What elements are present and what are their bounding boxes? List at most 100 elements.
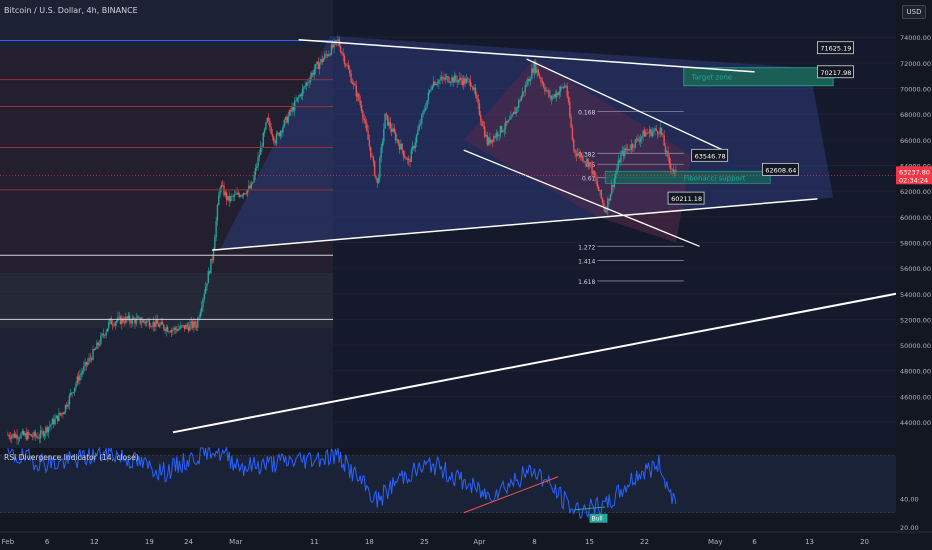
candle-body: [626, 148, 629, 151]
candle-body: [552, 96, 554, 99]
candle-body: [618, 160, 621, 163]
candle-body: [191, 321, 194, 328]
candle-body: [278, 132, 280, 137]
support-band: [0, 273, 333, 328]
candle-body: [211, 258, 213, 261]
candle-body: [600, 190, 602, 199]
price-tick-label: 60000.00: [900, 214, 931, 222]
candle-body: [98, 344, 101, 346]
candle-body: [60, 413, 63, 415]
candle-body: [456, 79, 458, 83]
candle-body: [445, 76, 448, 78]
price-tick-label: 70000.00: [900, 86, 931, 94]
candle-body: [64, 404, 67, 413]
candle-body: [322, 58, 325, 62]
candle-body: [523, 91, 525, 93]
candle-body: [542, 82, 545, 88]
candle-body: [379, 157, 381, 178]
candle-body: [287, 115, 289, 123]
candle-body: [166, 327, 169, 332]
candle-body: [316, 61, 318, 64]
time-tick-label: 22: [640, 538, 649, 546]
candle-body: [372, 156, 375, 162]
candle-body: [119, 316, 122, 324]
candle-body: [503, 128, 506, 132]
fib-level-label: 0.61: [582, 176, 596, 183]
candle-body: [558, 91, 561, 95]
candle-body: [155, 319, 157, 327]
candle-body: [46, 427, 48, 433]
candle-body: [537, 69, 540, 76]
candle-body: [483, 126, 486, 137]
candle-body: [291, 106, 293, 112]
candle-body: [579, 152, 582, 158]
time-tick-label: 15: [585, 538, 594, 546]
candle-body: [261, 146, 263, 148]
currency-button[interactable]: USD: [902, 5, 926, 19]
candle-body: [368, 139, 371, 147]
candle-body: [123, 321, 126, 323]
candle-body: [663, 135, 665, 146]
candle-body: [385, 113, 388, 116]
price-tick-label: 52000.00: [900, 316, 931, 324]
candle-body: [35, 436, 38, 437]
candle-body: [376, 178, 378, 183]
candle-body: [439, 79, 441, 81]
candle-body: [71, 392, 73, 394]
price-callout-box: [817, 41, 854, 55]
candle-body: [286, 116, 288, 123]
candle-body: [356, 93, 359, 97]
candle-body: [506, 121, 508, 123]
rsi-tick-label: 40.00: [900, 495, 919, 503]
candle-body: [189, 324, 191, 331]
candle-body: [45, 427, 47, 434]
candle-body: [156, 319, 158, 324]
candle-body: [490, 139, 492, 144]
candle-body: [604, 208, 606, 213]
candle-body: [532, 68, 534, 73]
candle-body: [520, 96, 523, 101]
candle-body: [408, 158, 410, 161]
candle-body: [111, 324, 114, 325]
candle-body: [578, 152, 580, 154]
candle-body: [349, 69, 351, 74]
candle-body: [11, 435, 13, 439]
candle-body: [595, 177, 597, 181]
candle-body: [58, 412, 60, 421]
candle-body: [427, 92, 430, 101]
candle-body: [392, 128, 394, 132]
candle-body: [246, 189, 249, 194]
candle-body: [480, 115, 482, 121]
annotation-labels: 71625.19 70217.98 63546.78 62608.64 60211.18: [667, 41, 854, 205]
candle-body: [354, 83, 356, 86]
candle-body: [307, 82, 309, 84]
candle-body: [67, 404, 69, 407]
rsi-bull-label: Bull: [591, 516, 603, 523]
candle-body: [501, 126, 503, 132]
candle-body: [245, 193, 247, 195]
candle-body: [474, 87, 477, 95]
wedge-lower-trendline: [212, 198, 818, 251]
candle-body: [288, 110, 291, 116]
candle-body: [177, 328, 179, 332]
candle-body: [540, 77, 542, 82]
price-callout-text: 62608.64: [765, 166, 796, 174]
candle-body: [63, 412, 65, 415]
candle-body: [17, 438, 20, 440]
candle-body: [519, 100, 521, 101]
candle-body: [132, 317, 135, 320]
candle-body: [569, 102, 571, 117]
candle-body: [143, 320, 145, 322]
candle-body: [607, 198, 609, 211]
candle-body: [658, 133, 660, 135]
candle-body: [362, 111, 364, 119]
candle-body: [126, 316, 128, 319]
candle-body: [442, 76, 444, 79]
candle-body: [518, 100, 520, 108]
candle-body: [647, 132, 650, 134]
candle-body: [628, 148, 630, 151]
candle-body: [466, 78, 469, 80]
time-tick-label: Apr: [473, 538, 485, 546]
candle-body: [146, 321, 148, 324]
